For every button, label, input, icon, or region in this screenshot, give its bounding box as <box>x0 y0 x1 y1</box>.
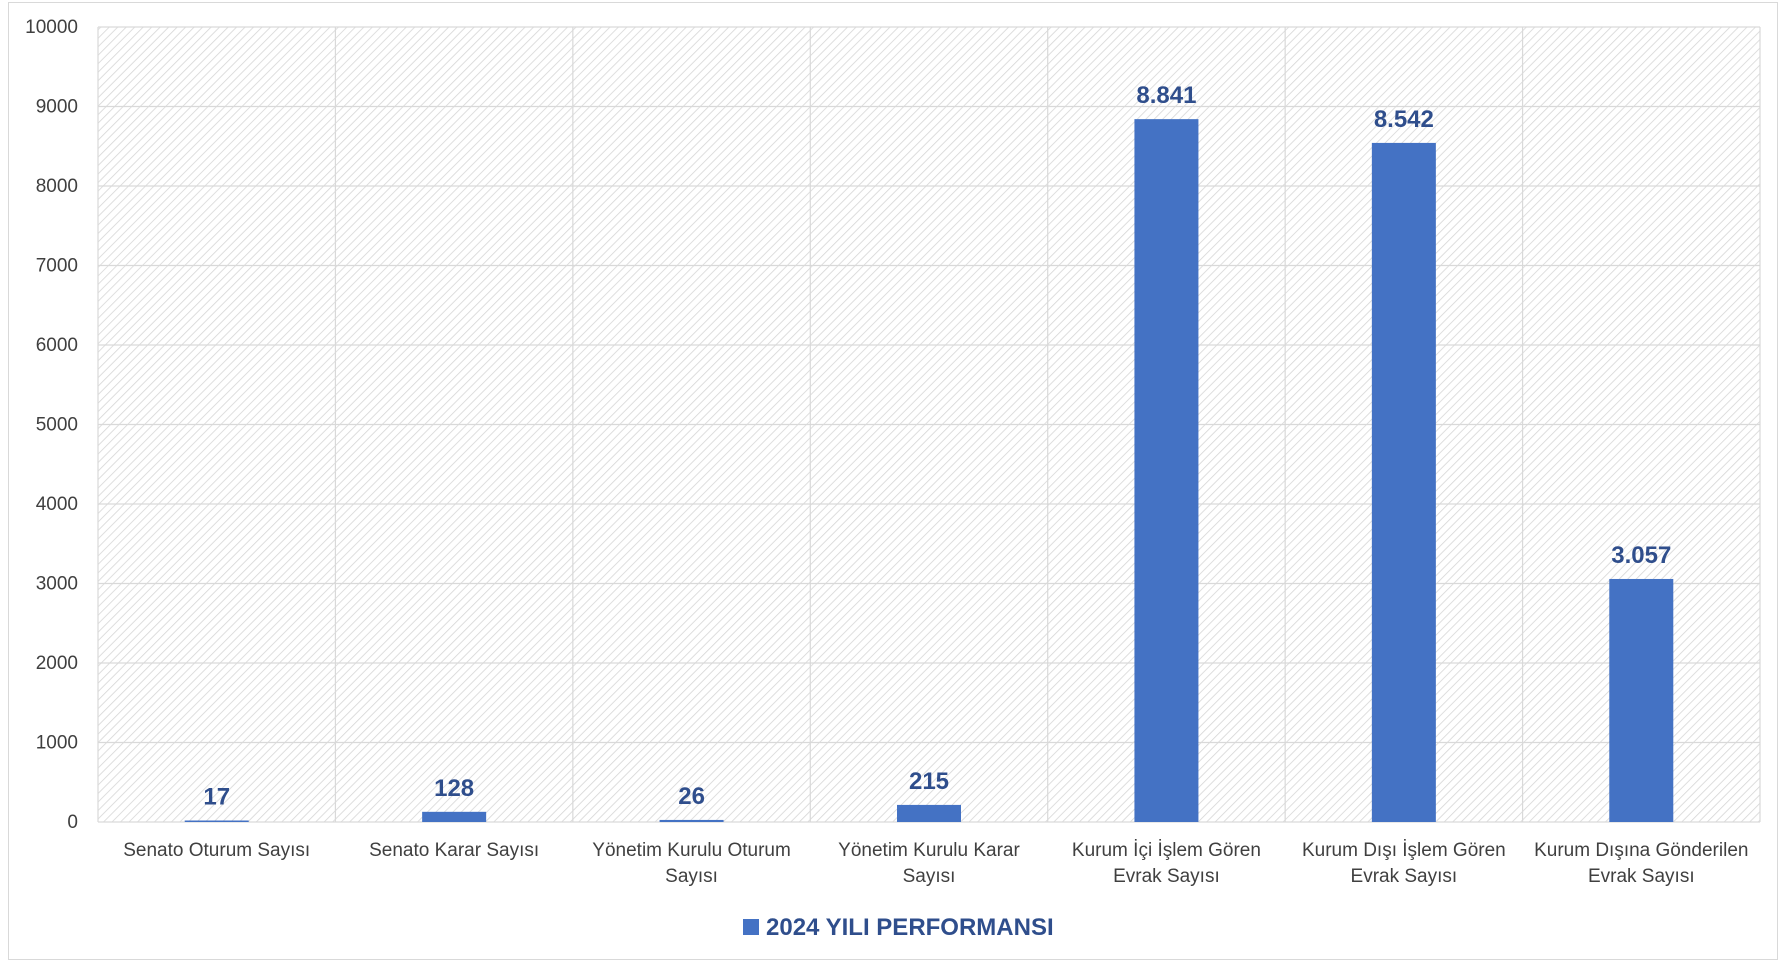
data-label: 3.057 <box>1611 542 1671 569</box>
data-labels: 17 128 26 215 8.841 8.542 3.057 <box>203 82 1671 810</box>
y-tick-label: 6000 <box>36 335 78 356</box>
data-label: 26 <box>678 783 705 810</box>
x-category-label: Kurum İçi İşlem Gören Evrak Sayısı <box>1072 840 1261 887</box>
y-tick-label: 5000 <box>36 415 78 436</box>
bar <box>184 820 249 822</box>
y-tick-label: 3000 <box>36 574 78 595</box>
x-category-label: Kurum Dışına Gönderilen Evrak Sayısı <box>1534 840 1748 887</box>
x-category-label: Yönetim Kurulu Karar Sayısı <box>838 840 1020 887</box>
bar <box>422 811 487 822</box>
y-tick-label: 0 <box>67 812 78 833</box>
x-category-label: Kurum Dışı İşlem Gören Evrak Sayısı <box>1302 840 1506 887</box>
bar <box>1371 142 1436 822</box>
bar <box>1609 578 1674 822</box>
gridlines <box>97 26 1761 823</box>
y-tick-label: 7000 <box>36 256 78 277</box>
bar <box>659 819 724 822</box>
data-label: 8.542 <box>1374 106 1434 133</box>
y-tick-label: 1000 <box>36 733 78 754</box>
y-axis: 0 1000 2000 3000 4000 5000 6000 7000 8000 9000 100… <box>25 17 78 833</box>
bars <box>184 119 1674 822</box>
bar <box>897 804 961 822</box>
y-tick-label: 2000 <box>36 653 78 674</box>
x-category-label: Yönetim Kurulu Oturum Sayısı <box>592 840 791 887</box>
x-axis: Senato Oturum Sayısı Senato Karar Sayısı Y… <box>123 840 1748 887</box>
y-tick-label: 9000 <box>36 97 78 118</box>
legend-label: 2024 YILI PERFORMANSI <box>766 914 1054 941</box>
y-tick-label: 8000 <box>36 176 78 197</box>
data-label: 8.841 <box>1136 82 1196 109</box>
legend: 2024 YILI PERFORMANSI <box>743 914 1054 941</box>
y-tick-label: 4000 <box>36 494 78 515</box>
legend-swatch <box>743 919 759 935</box>
y-tick-label: 10000 <box>25 17 78 38</box>
x-category-label: Senato Oturum Sayısı <box>123 840 310 861</box>
bar <box>1134 119 1199 822</box>
data-label: 215 <box>909 768 949 795</box>
data-label: 17 <box>203 784 230 811</box>
x-category-label: Senato Karar Sayısı <box>369 840 539 861</box>
data-label: 128 <box>434 775 474 802</box>
